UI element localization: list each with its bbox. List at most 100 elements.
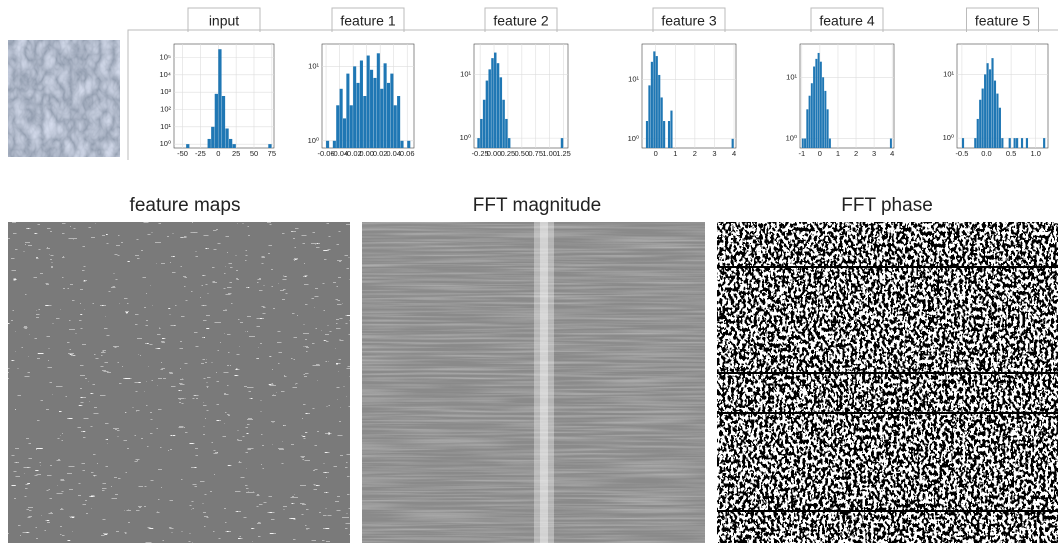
y-tick-label: 10⁵ [160, 52, 171, 61]
image-title: FFT phase [841, 195, 933, 216]
panel-title: input [209, 13, 239, 29]
bar [353, 66, 357, 148]
x-tick-label: 0.00 [487, 149, 502, 158]
x-tick-label: 50 [250, 149, 258, 158]
bar [984, 74, 987, 148]
x-tick-label: 0.25 [501, 149, 516, 158]
y-tick-label: 10⁰ [628, 134, 639, 143]
bar [390, 73, 394, 148]
bar [332, 140, 336, 148]
bar [828, 138, 831, 148]
title-box [966, 7, 1039, 32]
bar [889, 138, 892, 148]
y-tick-label: 10⁰ [943, 133, 954, 142]
bar [397, 96, 401, 148]
bar [393, 105, 397, 148]
histogram-frame [127, 29, 1058, 160]
image-title: FFT magnitude [473, 195, 601, 216]
x-tick-label: 1 [673, 149, 677, 158]
bar [499, 77, 503, 148]
x-tick-label: 1.0 [1030, 149, 1040, 158]
x-tick-label: 4 [732, 149, 736, 158]
bar [386, 82, 391, 148]
y-tick-label: 10¹ [160, 122, 171, 131]
bar [1013, 138, 1016, 148]
bar [221, 96, 226, 148]
bar [815, 58, 818, 148]
bar [349, 105, 353, 148]
title-box [187, 7, 261, 32]
bar [655, 56, 658, 149]
bar [268, 144, 272, 148]
y-tick-label: 10¹ [786, 72, 797, 81]
x-tick-label: 0.02 [373, 149, 388, 158]
x-tick-label: 3 [712, 149, 716, 158]
y-tick-label: 10⁰ [460, 133, 471, 142]
bar [813, 66, 816, 148]
bar [731, 138, 734, 148]
bar [1043, 138, 1046, 148]
bar [974, 138, 977, 148]
y-tick-label: 10³ [160, 87, 171, 96]
x-tick-label: 1.25 [556, 149, 571, 158]
x-tick-label: 0.50 [515, 149, 530, 158]
bar [1016, 138, 1019, 148]
bar [346, 73, 350, 148]
x-tick-label: 0 [654, 149, 658, 158]
x-tick-label: -25 [195, 149, 206, 158]
x-tick-label: 75 [268, 149, 276, 158]
fft-magnitude-image [362, 222, 705, 543]
bar [1008, 138, 1011, 148]
bar [480, 118, 483, 148]
bar [804, 138, 807, 148]
x-tick-label: -0.04 [331, 149, 348, 158]
histograms: input 10⁰ 10¹ 10² 10³ 10⁴ 10⁵ -50 -25 0 25 50 75 feat… [159, 7, 1049, 158]
bar [819, 61, 822, 148]
x-tick-label: 2 [854, 149, 858, 158]
bar [824, 90, 827, 148]
x-tick-label: 0.5 [1006, 149, 1016, 158]
bar [808, 95, 811, 148]
title-box [484, 7, 558, 32]
bar [998, 107, 1001, 148]
y-tick-label: 10⁰ [308, 136, 319, 145]
bar [996, 93, 999, 148]
bar [214, 93, 218, 148]
bar [645, 121, 649, 148]
x-tick-label: 25 [232, 149, 240, 158]
bar [326, 140, 330, 148]
bar [342, 118, 347, 148]
bar [207, 138, 211, 148]
x-tick-label: 3 [872, 149, 876, 158]
bar [976, 118, 979, 148]
bar [491, 58, 494, 148]
bar [366, 55, 370, 149]
bar [485, 80, 489, 148]
bar [660, 97, 663, 148]
bar [822, 77, 825, 148]
x-tick-label: 0 [818, 149, 822, 158]
bar [363, 96, 367, 148]
bar [336, 105, 340, 148]
bar [502, 99, 505, 148]
bar [373, 77, 377, 148]
x-tick-label: 0.04 [386, 149, 401, 158]
x-tick-label: 0.75 [528, 149, 543, 158]
feature-maps-image [8, 222, 350, 543]
x-tick-label: -0.5 [955, 149, 968, 158]
bar [211, 126, 215, 148]
bar [477, 138, 480, 148]
bar [1020, 138, 1024, 148]
bar [482, 99, 486, 148]
bar [806, 109, 809, 148]
bar [663, 121, 666, 148]
bar [667, 121, 671, 148]
y-tick-label: 10⁰ [160, 139, 171, 148]
bar [979, 99, 982, 148]
fft-phase-image [717, 222, 1058, 543]
bar [339, 88, 343, 148]
y-tick-label: 10² [160, 104, 171, 113]
bar [981, 88, 984, 148]
bar [560, 138, 564, 148]
